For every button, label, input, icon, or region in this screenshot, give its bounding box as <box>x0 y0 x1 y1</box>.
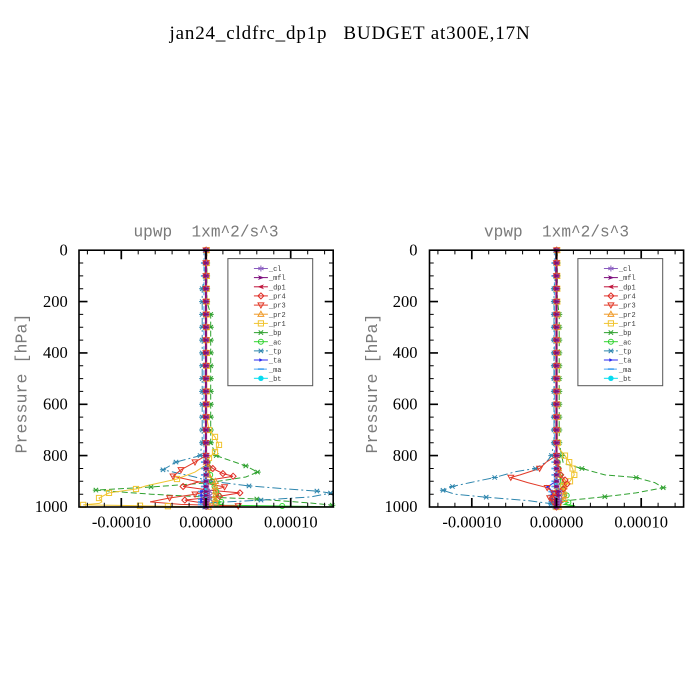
svg-text:jan24_cldfrc_dp1p BUDGET at30: jan24_cldfrc_dp1p BUDGET at300E,17N <box>168 23 530 44</box>
svg-text:_pr2: _pr2 <box>268 312 286 320</box>
svg-text:-0.00010: -0.00010 <box>92 513 151 532</box>
svg-text:0: 0 <box>409 240 417 259</box>
svg-text:_ta: _ta <box>268 358 282 366</box>
svg-text:_pr4: _pr4 <box>268 294 286 302</box>
svg-text:_ta: _ta <box>618 358 632 366</box>
svg-text:_pr4: _pr4 <box>618 294 636 302</box>
svg-text:Pressure [hPa]: Pressure [hPa] <box>14 314 33 454</box>
svg-text:200: 200 <box>393 292 418 311</box>
svg-text:_ac: _ac <box>618 339 632 347</box>
svg-text:_bt: _bt <box>618 376 632 384</box>
svg-text:0.00010: 0.00010 <box>264 513 318 532</box>
svg-text:_ma: _ma <box>268 367 282 375</box>
svg-text:_ma: _ma <box>618 367 632 375</box>
svg-text:800: 800 <box>43 446 68 465</box>
svg-text:_pr1: _pr1 <box>268 321 286 329</box>
svg-text:800: 800 <box>393 446 418 465</box>
svg-text:_pr3: _pr3 <box>268 303 286 311</box>
svg-text:Pressure [hPa]: Pressure [hPa] <box>364 314 383 454</box>
svg-text:_pr2: _pr2 <box>618 312 636 320</box>
svg-text:_ac: _ac <box>268 339 282 347</box>
svg-text:0.00010: 0.00010 <box>614 513 668 532</box>
svg-text:_mfl: _mfl <box>268 275 286 283</box>
svg-text:upwp 1xm^2/s^3: upwp 1xm^2/s^3 <box>134 222 279 241</box>
svg-text:600: 600 <box>393 395 418 414</box>
svg-text:_dp1: _dp1 <box>268 284 286 292</box>
svg-text:0.00000: 0.00000 <box>530 513 584 532</box>
svg-text:600: 600 <box>43 395 68 414</box>
svg-text:_mfl: _mfl <box>618 275 636 283</box>
svg-text:1000: 1000 <box>385 497 418 516</box>
svg-text:0.00000: 0.00000 <box>179 513 233 532</box>
svg-text:_cl: _cl <box>268 266 282 274</box>
svg-text:0: 0 <box>59 240 67 259</box>
svg-text:400: 400 <box>393 343 418 362</box>
svg-text:400: 400 <box>43 343 68 362</box>
svg-text:_pr1: _pr1 <box>618 321 636 329</box>
svg-text:_bp: _bp <box>268 330 282 338</box>
svg-text:-0.00010: -0.00010 <box>442 513 501 532</box>
svg-text:vpwp 1xm^2/s^3: vpwp 1xm^2/s^3 <box>484 222 629 241</box>
svg-text:_bt: _bt <box>268 376 282 384</box>
svg-text:1000: 1000 <box>35 497 68 516</box>
svg-text:_pr3: _pr3 <box>618 303 636 311</box>
svg-text:_tp: _tp <box>618 349 632 357</box>
svg-text:_bp: _bp <box>618 330 632 338</box>
svg-text:200: 200 <box>43 292 68 311</box>
svg-text:_cl: _cl <box>618 266 632 274</box>
svg-text:_tp: _tp <box>268 349 282 357</box>
svg-text:_dp1: _dp1 <box>618 284 636 292</box>
